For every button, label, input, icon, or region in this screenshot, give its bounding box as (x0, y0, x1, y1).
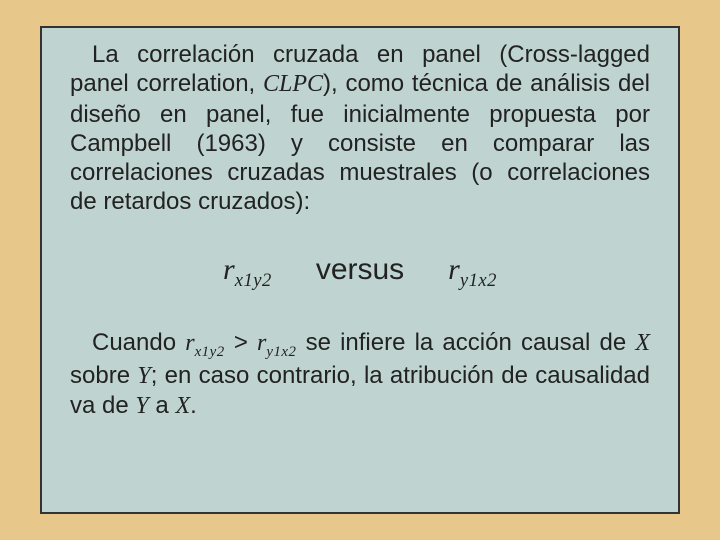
formula-row: rx1y2 versus ry1x2 (70, 253, 650, 292)
p2-X2: X (175, 393, 190, 419)
p2-r1-sub: x1y2 (195, 343, 225, 359)
content-panel: La correlación cruzada en panel (Cross-l… (40, 26, 680, 514)
p2-t3: sobre (70, 362, 137, 389)
formula-right-base: r (448, 253, 460, 286)
formula-versus: versus (316, 253, 404, 287)
formula-right-sub: y1x2 (460, 270, 497, 291)
p2-gt: > (225, 329, 257, 356)
paragraph-intro: La correlación cruzada en panel (Cross-l… (70, 40, 650, 217)
formula-left-base: r (223, 253, 235, 286)
p2-X: X (635, 330, 650, 356)
p2-r2-sub: y1x2 (266, 343, 296, 359)
p2-Y2: Y (135, 393, 148, 419)
paragraph-conclusion: Cuando rx1y2 > ry1x2 se infiere la acció… (70, 328, 650, 421)
p2-r2-base: r (257, 330, 266, 356)
p2-r1-base: r (185, 330, 194, 356)
p2-r1: rx1y2 (185, 329, 224, 356)
p2-t1: Cuando (92, 329, 185, 356)
p2-t2: se infiere la acción causal de (296, 329, 635, 356)
p2-r2: ry1x2 (257, 329, 296, 356)
formula-left-sub: x1y2 (235, 270, 272, 291)
formula-left: rx1y2 (223, 253, 272, 292)
formula-right: ry1x2 (448, 253, 497, 292)
p2-t6: . (190, 392, 197, 419)
p2-t5: a (149, 392, 176, 419)
para1-abbrev: CLPC (263, 71, 323, 97)
p2-Y: Y (137, 363, 150, 389)
